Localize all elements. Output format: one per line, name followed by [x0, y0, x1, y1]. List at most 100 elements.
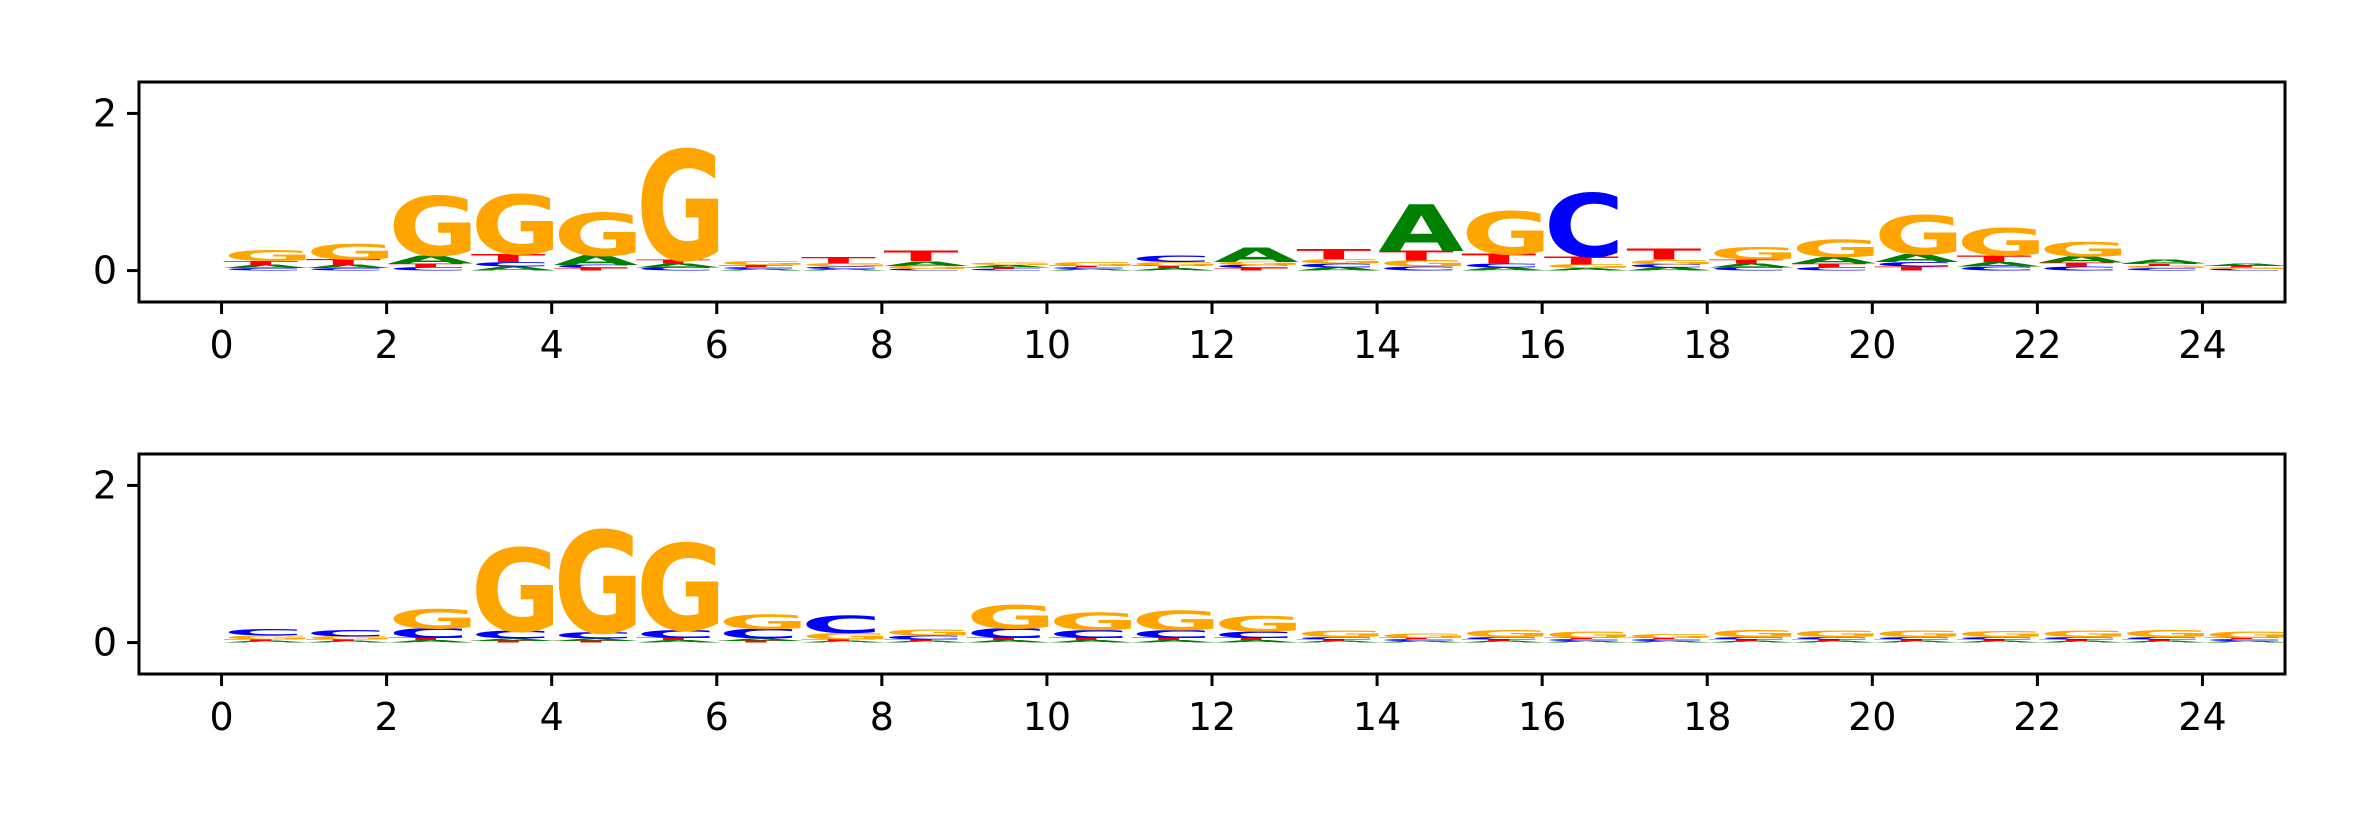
logo-letter-A-pos-15: A	[1461, 267, 1546, 272]
logo-letter-G-pos-6: G	[718, 611, 808, 634]
logo-letter-T-pos-9: T	[966, 637, 1041, 641]
logo-letter-C-pos-7: C	[801, 266, 882, 270]
logo-letter-G-pos-18: G	[1709, 244, 1799, 264]
logo-letter-C-pos-14: C	[1379, 266, 1460, 272]
x-tick-label: 22	[2013, 323, 2061, 367]
x-tick-label: 4	[540, 323, 564, 367]
logo-letter-G-pos-0: G	[223, 247, 313, 265]
logo-letter-C-pos-4: C	[553, 631, 634, 641]
logo-letter-C-pos-23: C	[2122, 636, 2203, 640]
logo-letter-A-pos-19: A	[1791, 641, 1876, 643]
logo-letter-A-pos-3: A	[471, 638, 556, 642]
logo-letter-A-pos-6: A	[718, 269, 803, 271]
logo-letter-T-pos-5: T	[636, 259, 711, 265]
logo-letter-T-pos-23: T	[2122, 263, 2197, 267]
logo-letter-C-pos-15: C	[1461, 636, 1542, 640]
logo-letter-A-pos-15: A	[1461, 641, 1546, 643]
logo-letter-G-pos-1: G	[306, 239, 396, 264]
logo-letter-T-pos-7: T	[801, 639, 876, 641]
logo-letter-A-pos-7: A	[801, 641, 886, 643]
logo-letter-C-pos-13: C	[1296, 636, 1377, 640]
logo-letter-G-pos-21: G	[1956, 630, 2046, 639]
logo-letter-C-pos-17: C	[1626, 639, 1707, 641]
logo-letter-G-pos-15: G	[1461, 628, 1551, 639]
logo-letter-C-pos-9: C	[966, 626, 1047, 641]
logo-letter-T-pos-11: T	[1131, 637, 1206, 641]
logo-letter-G-pos-5: G	[636, 121, 726, 296]
logo-letter-G-pos-2: G	[388, 180, 478, 275]
logo-letter-C-pos-22: C	[2039, 266, 2120, 272]
logo-letter-G-pos-3: G	[471, 179, 561, 274]
logo-letter-C-pos-6: C	[718, 267, 799, 269]
logo-letter-G-pos-7: G	[801, 263, 891, 268]
x-tick-label: 2	[375, 323, 399, 367]
logo-letter-A-pos-8: A	[883, 260, 968, 267]
logo-letter-G-pos-6: G	[718, 260, 808, 266]
logo-letter-A-pos-14: A	[1379, 641, 1464, 643]
logo-letter-G-pos-1: G	[306, 636, 396, 641]
logo-letter-G-pos-22: G	[2039, 629, 2129, 639]
logo-letter-G-pos-17: G	[1626, 258, 1716, 265]
logo-letter-T-pos-6: T	[718, 264, 793, 268]
glyph-stack-layer: CATGCATGCTAGACTGTCAGCATGACTGACGTCGATCTAG…	[223, 121, 2289, 296]
logo-letter-A-pos-10: A	[1049, 640, 1134, 644]
logo-letter-T-pos-8: T	[883, 248, 959, 264]
x-tick-label: 16	[1518, 695, 1566, 739]
logo-letter-A-pos-7: A	[801, 269, 886, 271]
logo-letter-A-pos-22: A	[2039, 641, 2124, 643]
x-tick-label: 20	[1848, 323, 1896, 367]
logo-letter-T-pos-0: T	[223, 639, 298, 641]
logo-letter-G-pos-14: G	[1379, 632, 1469, 639]
logo-letter-G-pos-20: G	[1874, 205, 1964, 267]
logo-letter-C-pos-19: C	[1791, 636, 1872, 640]
logo-letter-T-pos-15: T	[1461, 639, 1536, 641]
logo-letter-A-pos-24: A	[2204, 263, 2289, 267]
logo-letter-C-pos-5: C	[636, 267, 717, 272]
logo-letter-G-pos-10: G	[1049, 608, 1139, 636]
logo-letter-C-pos-16: C	[1544, 639, 1625, 641]
logo-letter-G-pos-24: G	[2204, 630, 2294, 640]
logo-letter-G-pos-11: G	[1131, 261, 1221, 267]
logo-letter-G-pos-20: G	[1874, 629, 1964, 639]
logo-letter-G-pos-5: G	[636, 520, 726, 658]
logo-letter-A-pos-4: A	[553, 638, 638, 642]
logo-letter-C-pos-3: C	[471, 629, 552, 642]
y-tick-label: 0	[93, 249, 117, 293]
logo-letter-T-pos-13: T	[1296, 639, 1371, 641]
logo-letter-T-pos-14: T	[1379, 248, 1455, 263]
logo-letter-A-pos-24: A	[2204, 641, 2289, 643]
logo-letter-A-pos-5: A	[636, 640, 721, 644]
logo-letter-A-pos-9: A	[966, 640, 1051, 644]
logo-letter-C-pos-12: C	[1214, 264, 1295, 269]
logo-letter-T-pos-16: T	[1544, 254, 1619, 267]
logo-letter-A-pos-17: A	[1626, 267, 1711, 272]
logo-letter-T-pos-3: T	[471, 641, 546, 643]
logo-letter-T-pos-19: T	[1791, 263, 1866, 269]
logo-letter-C-pos-10: C	[1049, 628, 1130, 641]
logo-letter-G-pos-18: G	[1709, 628, 1799, 639]
logo-letter-C-pos-6: C	[718, 627, 799, 642]
logo-letter-G-pos-11: G	[1131, 605, 1221, 636]
logo-letter-T-pos-17: T	[1626, 637, 1701, 639]
logo-letter-G-pos-13: G	[1296, 629, 1386, 639]
x-tick-label: 4	[540, 695, 564, 739]
y-tick-label: 0	[93, 621, 117, 665]
x-tick-label: 8	[870, 695, 894, 739]
logo-letter-A-pos-8: A	[883, 641, 968, 643]
x-tick-label: 14	[1353, 323, 1401, 367]
logo-letter-C-pos-21: C	[1956, 266, 2037, 272]
logo-letter-C-pos-12: C	[1214, 630, 1295, 640]
logo-letter-T-pos-4: T	[553, 641, 628, 643]
logo-letter-T-pos-2: T	[388, 263, 463, 269]
logo-letter-T-pos-24: T	[2204, 265, 2279, 267]
logo-letter-G-pos-19: G	[1791, 235, 1881, 263]
logo-letter-T-pos-22: T	[2039, 639, 2114, 641]
logo-letter-G-pos-15: G	[1461, 199, 1551, 268]
x-tick-label: 8	[870, 323, 894, 367]
logo-letter-A-pos-19: A	[1791, 256, 1877, 266]
logo-letter-A-pos-16: A	[1544, 641, 1629, 643]
logo-letter-A-pos-4: A	[553, 253, 639, 268]
logo-letter-C-pos-3: C	[471, 261, 552, 268]
logo-letter-T-pos-1: T	[306, 258, 381, 267]
